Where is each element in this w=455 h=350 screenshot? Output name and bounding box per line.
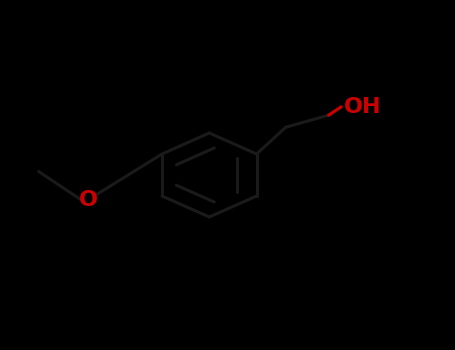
Text: OH: OH: [344, 97, 381, 117]
Text: O: O: [79, 189, 98, 210]
